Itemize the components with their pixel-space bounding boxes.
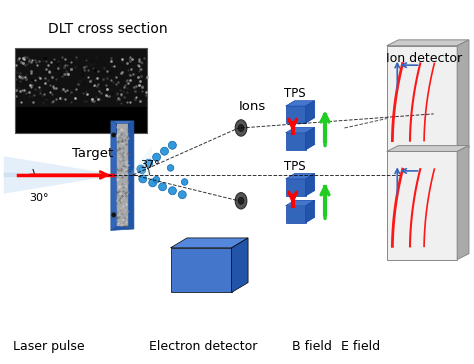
Polygon shape bbox=[457, 146, 469, 260]
Ellipse shape bbox=[238, 124, 244, 131]
Circle shape bbox=[159, 183, 166, 191]
Polygon shape bbox=[286, 133, 306, 150]
Polygon shape bbox=[4, 156, 118, 194]
Circle shape bbox=[139, 167, 146, 174]
Ellipse shape bbox=[238, 197, 244, 204]
Polygon shape bbox=[286, 200, 315, 206]
Bar bbox=[16, 107, 147, 132]
Polygon shape bbox=[286, 179, 306, 196]
Text: Ions: Ions bbox=[239, 100, 266, 113]
Text: TPS: TPS bbox=[284, 87, 306, 100]
Polygon shape bbox=[306, 200, 315, 223]
Polygon shape bbox=[117, 123, 128, 227]
Circle shape bbox=[182, 179, 188, 185]
Polygon shape bbox=[232, 238, 248, 292]
Polygon shape bbox=[306, 127, 315, 150]
Text: 30°: 30° bbox=[29, 193, 49, 203]
Text: E field: E field bbox=[341, 340, 381, 353]
Polygon shape bbox=[111, 121, 134, 123]
Circle shape bbox=[111, 213, 116, 217]
Circle shape bbox=[145, 159, 153, 167]
Polygon shape bbox=[286, 101, 315, 106]
Ellipse shape bbox=[235, 193, 247, 209]
Polygon shape bbox=[4, 173, 118, 177]
Circle shape bbox=[178, 191, 186, 199]
Circle shape bbox=[168, 141, 176, 149]
Text: Laser pulse: Laser pulse bbox=[13, 340, 84, 353]
Text: DLT cross section: DLT cross section bbox=[48, 22, 168, 36]
Polygon shape bbox=[286, 174, 315, 179]
Polygon shape bbox=[387, 151, 457, 260]
Circle shape bbox=[168, 187, 176, 195]
Circle shape bbox=[139, 175, 147, 183]
Polygon shape bbox=[286, 127, 315, 133]
Circle shape bbox=[161, 147, 168, 155]
Polygon shape bbox=[128, 147, 152, 177]
Circle shape bbox=[153, 153, 161, 161]
Text: TPS: TPS bbox=[284, 160, 306, 173]
Polygon shape bbox=[286, 106, 306, 123]
Circle shape bbox=[153, 177, 160, 183]
Circle shape bbox=[137, 165, 145, 173]
Text: 37°: 37° bbox=[140, 160, 160, 170]
Circle shape bbox=[167, 165, 174, 171]
Bar bbox=[16, 48, 147, 132]
Polygon shape bbox=[171, 238, 248, 248]
Polygon shape bbox=[387, 146, 469, 151]
Polygon shape bbox=[306, 174, 315, 196]
Polygon shape bbox=[111, 121, 117, 230]
Polygon shape bbox=[387, 46, 457, 154]
Polygon shape bbox=[128, 121, 134, 229]
Circle shape bbox=[149, 179, 157, 187]
Polygon shape bbox=[286, 206, 306, 223]
Circle shape bbox=[111, 132, 116, 137]
Polygon shape bbox=[171, 248, 232, 292]
Polygon shape bbox=[457, 40, 469, 154]
Bar bbox=[16, 48, 147, 132]
Text: B field: B field bbox=[292, 340, 331, 353]
Text: Ion detector: Ion detector bbox=[386, 52, 462, 64]
Text: Electron detector: Electron detector bbox=[149, 340, 258, 353]
Polygon shape bbox=[306, 101, 315, 123]
Text: Target: Target bbox=[72, 147, 113, 160]
Polygon shape bbox=[111, 227, 134, 230]
Ellipse shape bbox=[235, 120, 247, 136]
Polygon shape bbox=[387, 40, 469, 46]
